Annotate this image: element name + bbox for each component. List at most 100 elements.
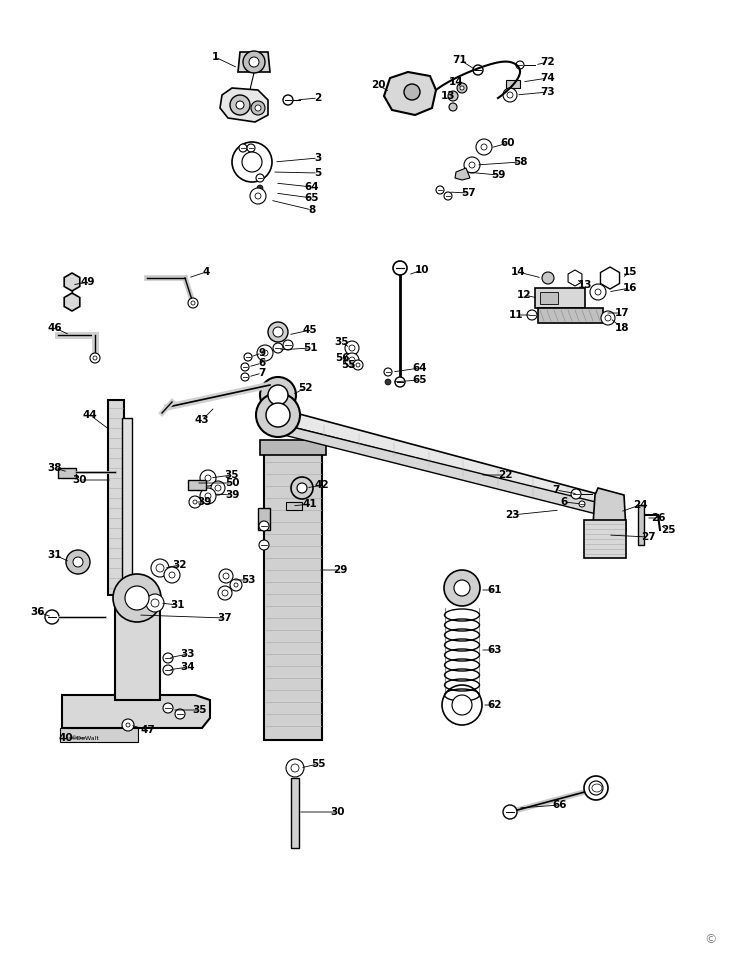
Text: 47: 47 [141, 725, 155, 735]
Text: 35: 35 [335, 337, 349, 347]
Circle shape [230, 95, 250, 115]
Text: 73: 73 [541, 87, 556, 97]
Text: 23: 23 [504, 510, 519, 520]
Circle shape [444, 192, 452, 200]
Polygon shape [384, 72, 436, 115]
Polygon shape [260, 440, 326, 455]
Text: 44: 44 [82, 410, 97, 420]
Text: 64: 64 [304, 182, 319, 192]
Circle shape [251, 101, 265, 115]
Circle shape [286, 759, 304, 777]
Circle shape [393, 261, 407, 275]
Circle shape [200, 470, 216, 486]
Circle shape [268, 322, 288, 342]
Circle shape [126, 723, 130, 727]
Circle shape [404, 84, 420, 100]
Text: 43: 43 [195, 415, 210, 425]
Text: 4: 4 [202, 267, 210, 277]
Text: 55: 55 [341, 360, 356, 370]
Polygon shape [238, 52, 270, 72]
Text: 33: 33 [181, 649, 195, 659]
Circle shape [262, 350, 268, 356]
Text: 6: 6 [258, 358, 266, 368]
Polygon shape [272, 412, 620, 508]
Circle shape [93, 356, 97, 360]
Circle shape [353, 360, 363, 370]
Circle shape [356, 363, 360, 367]
Circle shape [349, 357, 355, 363]
Text: 45: 45 [303, 325, 318, 335]
Bar [122, 418, 132, 593]
Polygon shape [272, 422, 620, 520]
Bar [258, 508, 270, 530]
Circle shape [256, 174, 264, 182]
Bar [60, 728, 138, 742]
Circle shape [205, 493, 211, 499]
Circle shape [283, 95, 293, 105]
Text: 12: 12 [517, 290, 531, 300]
Bar [58, 468, 76, 478]
Circle shape [454, 580, 470, 596]
Text: 31: 31 [47, 550, 62, 560]
Text: ©DeWalt: ©DeWalt [71, 736, 99, 740]
Circle shape [249, 57, 259, 67]
Text: 32: 32 [173, 560, 188, 570]
Circle shape [255, 193, 261, 199]
Text: 9: 9 [258, 348, 266, 358]
Text: 50: 50 [225, 478, 239, 488]
Text: 30: 30 [73, 475, 88, 485]
Text: 29: 29 [333, 565, 347, 575]
Bar [584, 520, 626, 558]
Ellipse shape [592, 784, 602, 792]
Circle shape [205, 475, 211, 481]
Circle shape [395, 377, 405, 387]
Circle shape [503, 805, 517, 819]
Circle shape [268, 385, 288, 405]
Text: 52: 52 [298, 383, 312, 393]
Circle shape [230, 579, 242, 591]
Bar [188, 480, 206, 490]
Circle shape [460, 86, 464, 90]
Bar [108, 400, 124, 595]
Circle shape [266, 403, 290, 427]
Circle shape [259, 540, 269, 550]
Circle shape [256, 393, 300, 437]
Circle shape [273, 343, 283, 353]
Text: 25: 25 [661, 525, 675, 535]
Circle shape [163, 665, 173, 675]
Text: 5: 5 [315, 168, 322, 178]
Circle shape [444, 570, 480, 606]
Text: 14: 14 [511, 267, 526, 277]
Text: 30: 30 [331, 807, 345, 817]
Circle shape [215, 485, 221, 491]
Circle shape [579, 501, 585, 507]
Circle shape [605, 315, 611, 321]
Text: 42: 42 [315, 480, 329, 490]
Text: 6: 6 [561, 497, 568, 507]
Circle shape [345, 353, 359, 367]
Circle shape [436, 186, 444, 194]
Circle shape [257, 185, 263, 191]
Text: 64: 64 [412, 363, 427, 373]
Circle shape [601, 311, 615, 325]
Bar [540, 292, 558, 304]
Text: 35: 35 [225, 470, 239, 480]
Circle shape [156, 564, 164, 572]
Circle shape [469, 162, 475, 168]
Circle shape [188, 298, 198, 308]
Circle shape [66, 550, 90, 574]
Circle shape [571, 489, 581, 499]
Polygon shape [64, 273, 80, 291]
Text: 18: 18 [615, 323, 629, 333]
Circle shape [242, 152, 262, 172]
Circle shape [125, 586, 149, 610]
Circle shape [244, 353, 252, 361]
Text: 61: 61 [488, 585, 502, 595]
Circle shape [222, 590, 228, 596]
Text: 27: 27 [641, 532, 656, 542]
Circle shape [45, 610, 59, 624]
Text: 2: 2 [315, 93, 322, 103]
Circle shape [241, 373, 249, 381]
Text: 63: 63 [488, 645, 502, 655]
Text: 13: 13 [441, 91, 456, 101]
